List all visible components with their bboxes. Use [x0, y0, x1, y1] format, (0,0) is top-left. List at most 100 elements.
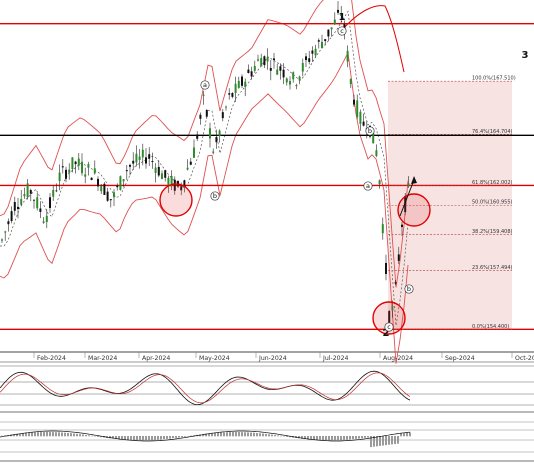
candle-body — [222, 112, 224, 118]
wave-label-7: a — [366, 182, 370, 190]
candle-body — [347, 51, 349, 62]
candle-body — [135, 154, 137, 163]
wave-label-0: 1 — [339, 12, 346, 23]
candle-body — [379, 180, 381, 184]
candle-body — [190, 162, 192, 165]
macd-bar — [382, 436, 384, 446]
candle-body — [241, 77, 243, 86]
wave-label-6: b — [368, 127, 372, 135]
candle-body — [292, 72, 294, 79]
candle-body — [151, 161, 153, 162]
macd-bar — [61, 432, 63, 436]
candle-body — [302, 63, 304, 72]
macd-bar — [313, 436, 315, 440]
macd-bar — [229, 432, 231, 436]
macd-bar — [361, 436, 363, 438]
macd-bar — [268, 434, 270, 436]
fib-label-6: 0.0%(154.400) — [472, 324, 509, 330]
candle-body — [215, 137, 217, 142]
candle-body — [107, 192, 109, 201]
fib-label-2: 61.8%(162.002) — [472, 180, 513, 186]
macd-bar — [214, 433, 216, 436]
candle-body — [398, 254, 400, 260]
macd-bar — [379, 436, 381, 446]
candle-body — [142, 150, 144, 158]
candle-body — [334, 20, 336, 25]
macd-bar — [184, 436, 186, 437]
fib-label-3: 50.0%(160.955) — [472, 200, 513, 206]
x-tick-label-6: Aug-2024 — [383, 355, 413, 362]
macd-bar — [166, 436, 168, 439]
macd-bar — [388, 436, 390, 445]
candle-body — [257, 59, 259, 60]
candle-body — [55, 190, 57, 191]
candle-body — [356, 100, 358, 117]
candle-body — [321, 42, 323, 48]
macd-bar — [238, 432, 240, 436]
candle-body — [327, 30, 329, 37]
candle-body — [52, 190, 54, 197]
candle-body — [36, 197, 38, 208]
macd-bar — [169, 436, 171, 439]
fib-label-0: 100.0%(167.510) — [472, 76, 516, 82]
x-tick-label-4: Jun-2024 — [258, 355, 287, 362]
macd-bar — [346, 436, 348, 440]
candle-body — [100, 186, 102, 191]
candle-body — [263, 56, 265, 65]
macd-bar — [376, 436, 378, 446]
macd-bar — [49, 432, 51, 436]
macd-bar — [247, 432, 249, 436]
x-tick-label-1: Mar-2024 — [88, 355, 117, 362]
macd-bar — [55, 432, 57, 436]
candle-body — [87, 164, 89, 168]
candle-body — [123, 179, 125, 181]
candle-body — [228, 93, 230, 94]
macd-bar — [409, 432, 411, 436]
candle-body — [353, 100, 355, 105]
macd-bar — [331, 436, 333, 440]
candle-body — [270, 68, 272, 71]
candle-body — [350, 79, 352, 84]
candle-body — [71, 157, 73, 169]
wave-label-9: b — [407, 285, 411, 293]
x-tick-label-5: Jul-2024 — [322, 355, 349, 362]
macd-bar — [154, 436, 156, 440]
candle-body — [225, 107, 227, 108]
candle-body — [46, 216, 48, 222]
macd-bar — [232, 432, 234, 436]
candle-body — [315, 49, 317, 56]
candle-body — [395, 282, 397, 283]
macd-bar — [262, 434, 264, 437]
macd-bar — [25, 433, 27, 436]
macd-bar — [160, 436, 162, 439]
macd-bar — [31, 432, 33, 436]
macd-bar — [142, 436, 144, 440]
wave-label-2: 3 — [522, 50, 529, 61]
candle-body — [65, 170, 67, 179]
candle-body — [260, 58, 262, 66]
candle-body — [97, 179, 99, 187]
candle-body — [84, 174, 86, 176]
macd-bar — [178, 436, 180, 438]
macd-bar — [226, 432, 228, 436]
macd-bar — [352, 436, 354, 439]
candle-body — [167, 178, 169, 186]
macd-bar — [277, 435, 279, 436]
candle-body — [385, 263, 387, 274]
macd-bar — [235, 432, 237, 436]
macd-bar — [271, 435, 273, 437]
candle-body — [4, 231, 6, 232]
candle-body — [103, 184, 105, 195]
wave-label-8: c — [387, 323, 391, 331]
candle-body — [126, 170, 128, 171]
macd-bar — [85, 435, 87, 436]
macd-bar — [58, 432, 60, 436]
macd-bar — [223, 432, 225, 436]
candle-body — [311, 51, 313, 54]
wave-label-3: a — [203, 81, 207, 89]
macd-bar — [70, 433, 72, 436]
macd-bar — [43, 432, 45, 436]
candle-body — [308, 58, 310, 62]
candle-body — [49, 197, 51, 208]
